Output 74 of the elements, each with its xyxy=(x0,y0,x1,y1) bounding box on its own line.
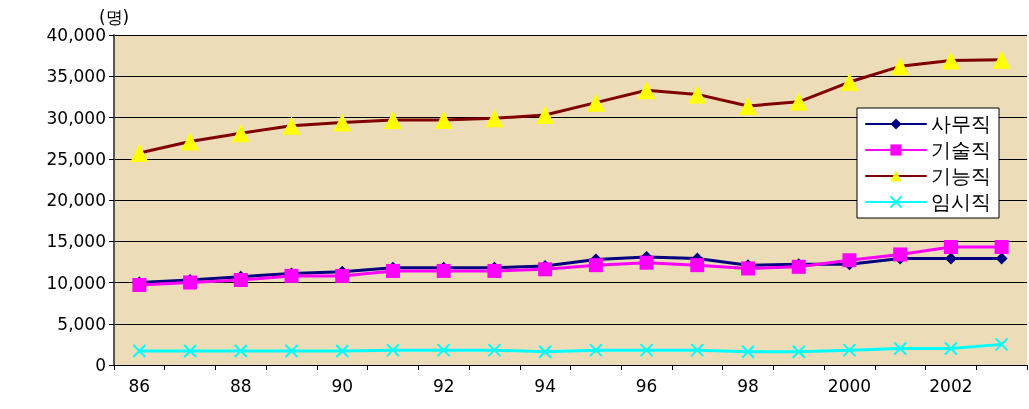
point xyxy=(183,275,198,290)
y-tick-label: 5,000 xyxy=(57,313,106,334)
point xyxy=(284,343,299,358)
legend-label: 기술직 xyxy=(931,138,991,162)
x-tick-label: 92 xyxy=(432,375,455,396)
x-tick-label: 86 xyxy=(128,375,151,396)
point xyxy=(741,261,756,276)
x-tick-label: 94 xyxy=(534,375,556,396)
point xyxy=(943,240,958,255)
point xyxy=(487,343,502,358)
point xyxy=(994,337,1009,352)
point xyxy=(943,341,958,356)
point xyxy=(842,253,857,268)
point xyxy=(789,92,808,111)
point xyxy=(741,344,756,359)
y-tick-label: 35,000 xyxy=(46,66,106,87)
point xyxy=(335,343,350,358)
y-tick-label: 20,000 xyxy=(46,190,106,210)
point xyxy=(335,268,350,283)
point xyxy=(536,106,555,125)
point xyxy=(436,263,451,278)
legend-label: 사무직 xyxy=(931,112,991,136)
point xyxy=(436,343,451,358)
y-tick-label: 0 xyxy=(95,355,106,375)
point xyxy=(639,255,654,270)
y-tick-label: 25,000 xyxy=(46,148,106,169)
point xyxy=(132,343,147,358)
x-tick-label: 88 xyxy=(229,375,252,396)
y-tick-label: 15,000 xyxy=(46,231,106,252)
legend-label: 임시직 xyxy=(931,190,991,214)
y-axis-title: (명) xyxy=(98,6,130,27)
x-tick-label: 2002 xyxy=(929,375,973,396)
point xyxy=(385,343,400,358)
x-tick-label: 96 xyxy=(635,375,658,396)
point xyxy=(739,96,758,115)
point xyxy=(994,240,1009,255)
point xyxy=(538,262,553,277)
point xyxy=(333,113,352,132)
point xyxy=(487,263,502,278)
legend-label: 기능직 xyxy=(931,164,991,188)
point xyxy=(893,341,908,356)
point xyxy=(893,247,908,262)
x-tick-label: 90 xyxy=(331,375,354,396)
point xyxy=(791,344,806,359)
point xyxy=(485,109,504,128)
point xyxy=(891,57,910,76)
y-tick-label: 40,000 xyxy=(46,25,106,45)
point xyxy=(941,51,960,70)
point xyxy=(385,263,400,278)
point xyxy=(586,93,605,112)
point xyxy=(690,343,705,358)
point xyxy=(233,273,248,288)
point xyxy=(434,110,453,129)
x-tick-label: 98 xyxy=(737,375,759,396)
point xyxy=(588,258,603,273)
y-tick-label: 30,000 xyxy=(46,107,106,128)
y-tick-label: 10,000 xyxy=(46,272,106,293)
point xyxy=(992,50,1011,69)
point xyxy=(639,343,654,358)
point xyxy=(231,124,250,143)
point xyxy=(233,343,248,358)
point xyxy=(588,343,603,358)
point xyxy=(842,343,857,358)
point xyxy=(538,344,553,359)
point xyxy=(181,132,200,151)
point xyxy=(183,343,198,358)
point xyxy=(690,258,705,273)
point xyxy=(840,73,859,92)
point xyxy=(383,110,402,129)
point xyxy=(688,85,707,104)
point xyxy=(637,81,656,100)
point xyxy=(282,116,301,135)
point xyxy=(130,143,149,162)
x-tick-label: 2000 xyxy=(827,375,872,396)
